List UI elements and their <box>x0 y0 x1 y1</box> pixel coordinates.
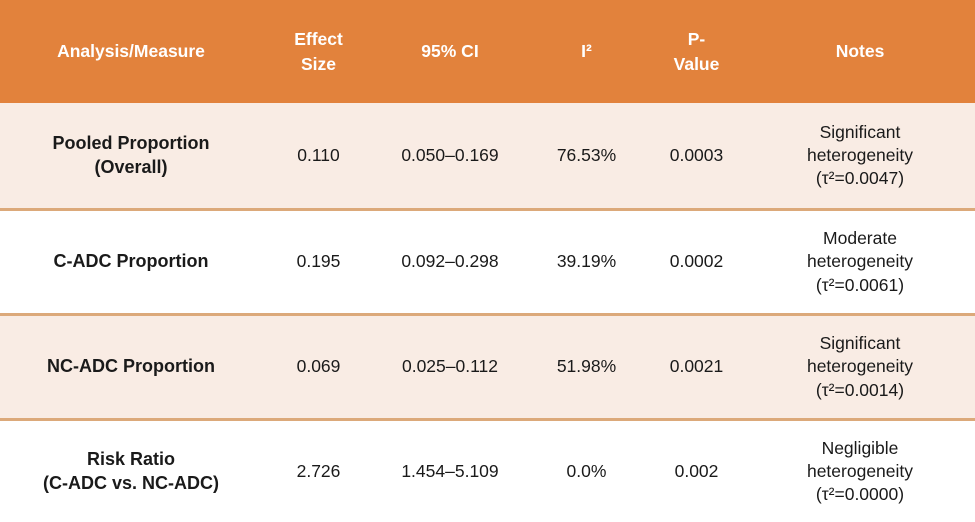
cell-95-ci: 0.092–0.298 <box>401 251 499 272</box>
cell-p-value: 0.0002 <box>669 251 724 272</box>
cell-effect-size: 2.726 <box>296 460 341 481</box>
cell-analysis-measure: Risk Ratio (C-ADC vs. NC-ADC) <box>43 448 219 493</box>
cell-notes: Negligible heterogeneity (τ²=0.0000) <box>806 437 914 505</box>
table-row-risk-ratio: Risk Ratio (C-ADC vs. NC-ADC) 2.726 1.45… <box>0 418 975 522</box>
column-header-i-squared: I² <box>581 41 592 62</box>
table-row-c-adc-proportion: C-ADC Proportion 0.195 0.092–0.298 39.19… <box>0 208 975 313</box>
cell-p-value: 0.0003 <box>669 144 724 165</box>
table-header-row: Analysis/Measure Effect Size 95% CI I² P… <box>0 0 975 103</box>
cell-95-ci: 1.454–5.109 <box>401 460 499 481</box>
cell-effect-size: 0.195 <box>296 251 341 272</box>
column-header-analysis-measure: Analysis/Measure <box>57 41 205 62</box>
cell-notes: Significant heterogeneity (τ²=0.0014) <box>806 333 914 400</box>
cell-effect-size: 0.110 <box>297 144 340 165</box>
table-row-nc-adc-proportion: NC-ADC Proportion 0.069 0.025–0.112 51.9… <box>0 313 975 418</box>
cell-notes: Significant heterogeneity (τ²=0.0047) <box>806 121 914 189</box>
table-row-pooled-proportion: Pooled Proportion (Overall) 0.110 0.050–… <box>0 103 975 208</box>
column-header-95-ci: 95% CI <box>421 41 479 62</box>
cell-i-squared: 76.53% <box>556 144 617 165</box>
cell-notes: Moderate heterogeneity (τ²=0.0061) <box>806 228 914 295</box>
cell-analysis-measure: Pooled Proportion (Overall) <box>52 132 210 177</box>
cell-analysis-measure: C-ADC Proportion <box>53 251 209 272</box>
cell-i-squared: 51.98% <box>556 356 617 377</box>
cell-effect-size: 0.069 <box>296 356 341 377</box>
cell-i-squared: 39.19% <box>556 251 617 272</box>
cell-p-value: 0.002 <box>674 460 719 481</box>
column-header-notes: Notes <box>835 41 885 62</box>
cell-analysis-measure: NC-ADC Proportion <box>47 356 215 377</box>
column-header-effect-size: Effect Size <box>294 29 343 74</box>
column-header-p-value: P- Value <box>673 29 720 74</box>
cell-i-squared: 0.0% <box>566 460 607 481</box>
cell-95-ci: 0.025–0.112 <box>401 356 499 377</box>
cell-p-value: 0.0021 <box>669 356 724 377</box>
cell-95-ci: 0.050–0.169 <box>401 144 499 165</box>
